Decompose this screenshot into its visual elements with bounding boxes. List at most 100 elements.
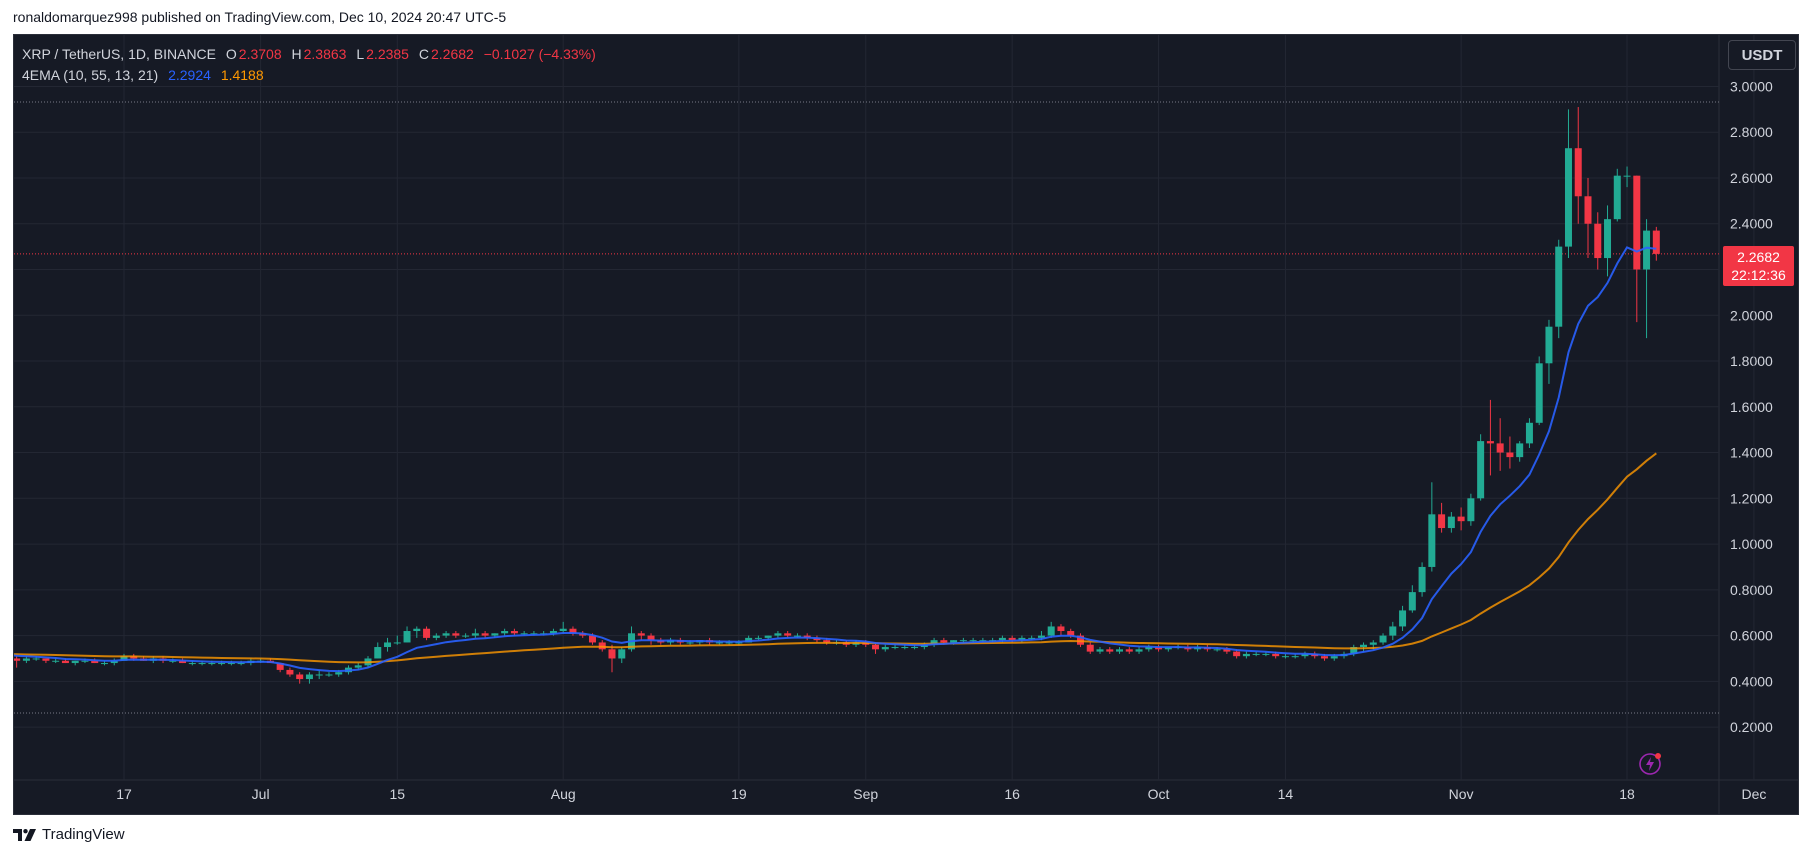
symbol-label[interactable]: XRP / TetherUS, 1D, BINANCE (22, 46, 216, 62)
x-tick-label: 15 (389, 786, 405, 802)
candle-down (1652, 230, 1660, 254)
legend-ohlc-row: XRP / TetherUS, 1D, BINANCE O 2.3708 H 2.3… (22, 44, 596, 65)
candle-up (969, 640, 977, 642)
chart-panel[interactable]: 3.00002.80002.60002.40002.20002.00001.80… (13, 34, 1799, 815)
candle-up (1047, 626, 1055, 636)
open-label: O (225, 46, 237, 62)
candle-up (1028, 637, 1036, 639)
candle-up (1213, 649, 1221, 651)
candle-up (1428, 514, 1436, 567)
candle-down (1067, 631, 1075, 636)
candle-up (374, 647, 382, 659)
currency-button[interactable]: USDT (1728, 40, 1796, 70)
y-tick-label: 2.8000 (1730, 124, 1773, 140)
plot-area (14, 35, 1719, 780)
price-chart[interactable]: 3.00002.80002.60002.40002.20002.00001.80… (14, 35, 1798, 814)
candle-up (442, 633, 450, 636)
last-price-value: 2.2682 (1737, 249, 1780, 265)
candle-down (1584, 196, 1592, 224)
candle-up (1037, 635, 1045, 638)
x-tick-label: Nov (1449, 786, 1474, 802)
candle-up (120, 656, 128, 661)
candle-up (1096, 649, 1104, 652)
close-label: C (418, 46, 429, 62)
tradingview-logo[interactable]: TradingView (13, 826, 125, 843)
candle-up (1018, 637, 1026, 641)
candle-up (1135, 649, 1143, 652)
candle-down (1057, 626, 1065, 632)
candle-up (1369, 642, 1377, 645)
candle-up (1281, 656, 1289, 658)
y-tick-label: 1.0000 (1730, 536, 1773, 552)
candle-down (1223, 649, 1231, 652)
candle-up (520, 633, 528, 635)
x-tick-label: 14 (1278, 786, 1294, 802)
candle-up (1360, 644, 1368, 648)
candle-up (998, 637, 1006, 641)
candle-down (1076, 635, 1084, 645)
candle-down (1506, 452, 1514, 458)
candle-up (1145, 647, 1153, 650)
candle-down (179, 660, 187, 664)
x-tick-label: Oct (1148, 786, 1170, 802)
indicator-name[interactable]: 4EMA (10, 55, 13, 21) (22, 67, 159, 83)
candle-up (110, 660, 118, 664)
candle-down (1272, 653, 1280, 657)
y-tick-label: 0.6000 (1730, 628, 1773, 644)
candle-up (1604, 219, 1612, 259)
candle-up (471, 633, 479, 636)
candle-up (715, 642, 723, 644)
low-label: L (356, 46, 365, 62)
candle-down (1457, 516, 1465, 522)
x-tick-label: Aug (551, 786, 576, 802)
candle-up (901, 647, 909, 649)
candle-up (1477, 441, 1485, 499)
tradingview-brand: TradingView (42, 826, 125, 843)
candle-down (276, 663, 284, 670)
x-tick-label: Sep (853, 786, 878, 802)
candle-up (393, 642, 401, 644)
candle-up (1545, 326, 1553, 364)
candle-up (911, 647, 919, 649)
y-tick-label: 2.4000 (1730, 216, 1773, 232)
candle-down (510, 631, 518, 634)
candle-up (793, 635, 801, 637)
candle-down (608, 649, 616, 659)
y-tick-label: 3.0000 (1730, 78, 1773, 94)
tradingview-logo-icon (13, 828, 36, 841)
candle-down (1594, 223, 1602, 259)
low-value: 2.2385 (366, 46, 409, 62)
candle-down (423, 628, 431, 638)
y-tick-label: 0.4000 (1730, 673, 1773, 689)
candle-up (305, 674, 313, 680)
candle-down (823, 640, 831, 643)
candle-up (950, 640, 958, 643)
candle-down (784, 633, 792, 636)
candle-down (1486, 441, 1494, 444)
candle-down (637, 633, 645, 636)
candle-up (335, 672, 343, 675)
candle-up (1623, 175, 1631, 177)
high-label: H (291, 46, 302, 62)
candle-up (764, 635, 772, 638)
candle-up (432, 635, 440, 638)
candle-down (61, 660, 69, 664)
candle-up (754, 637, 762, 639)
candle-up (1535, 363, 1543, 423)
candle-up (1555, 246, 1563, 327)
candle-down (1233, 651, 1241, 657)
candle-up (1330, 656, 1338, 659)
candle-up (1116, 649, 1124, 652)
x-tick-label: 16 (1004, 786, 1020, 802)
candle-up (891, 647, 899, 649)
candle-down (569, 628, 577, 634)
flash-icon[interactable] (1639, 751, 1663, 775)
candle-up (774, 633, 782, 636)
candle-down (1574, 148, 1582, 197)
candle-up (1613, 175, 1621, 220)
candle-up (1467, 498, 1475, 522)
candle-up (1252, 653, 1260, 655)
candle-up (1389, 626, 1397, 636)
candle-down (1008, 637, 1016, 641)
candle-up (32, 658, 40, 660)
